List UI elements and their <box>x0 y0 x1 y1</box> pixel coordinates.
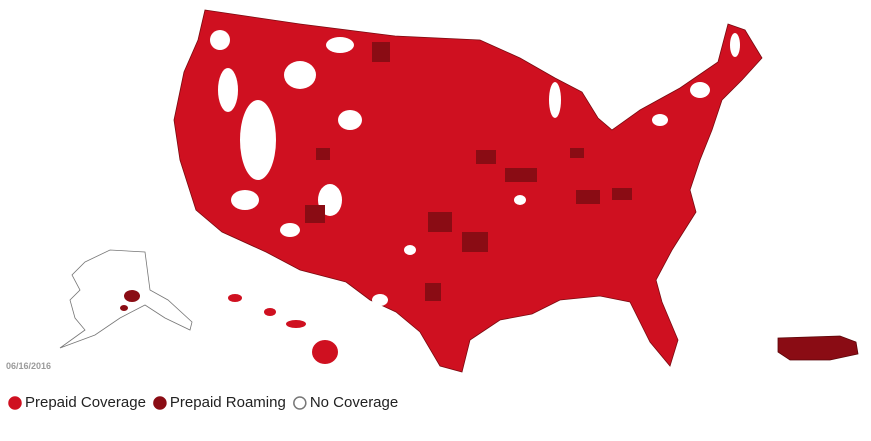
legend-label: Prepaid Coverage <box>25 394 146 411</box>
map-date: 06/16/2016 <box>6 361 51 371</box>
legend-label: No Coverage <box>310 394 398 411</box>
legend-swatch <box>293 396 307 410</box>
hawaii <box>228 294 338 364</box>
legend: Prepaid Coverage Prepaid Roaming No Covera… <box>8 394 398 411</box>
legend-swatch <box>8 396 22 410</box>
alaska-roaming <box>120 290 140 311</box>
roaming-areas <box>305 42 632 301</box>
legend-label: Prepaid Roaming <box>170 394 286 411</box>
legend-swatch <box>153 396 167 410</box>
puerto-rico <box>777 335 859 361</box>
no-coverage-areas <box>210 30 740 306</box>
us-mainland <box>173 9 763 373</box>
